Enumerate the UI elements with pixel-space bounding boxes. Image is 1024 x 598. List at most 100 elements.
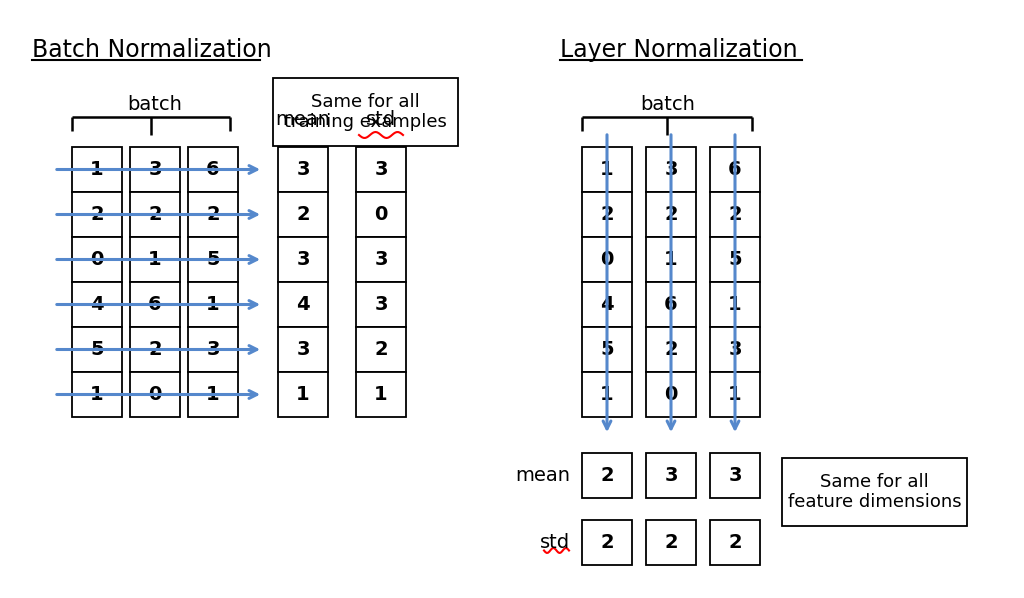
Bar xyxy=(646,327,696,372)
Text: 0: 0 xyxy=(600,250,613,269)
Bar xyxy=(582,453,632,498)
Text: 3: 3 xyxy=(296,250,309,269)
Text: 2: 2 xyxy=(148,340,162,359)
Bar xyxy=(646,282,696,327)
Bar xyxy=(72,372,122,417)
Text: 0: 0 xyxy=(148,385,162,404)
Bar xyxy=(188,192,238,237)
Bar xyxy=(130,372,180,417)
Bar xyxy=(278,237,328,282)
Text: std: std xyxy=(540,533,570,552)
Text: 2: 2 xyxy=(665,205,678,224)
Bar xyxy=(582,192,632,237)
Bar xyxy=(356,327,406,372)
Bar xyxy=(646,520,696,565)
Text: 2: 2 xyxy=(600,466,613,485)
Text: 2: 2 xyxy=(296,205,310,224)
Bar xyxy=(278,372,328,417)
Bar xyxy=(646,372,696,417)
Bar xyxy=(582,327,632,372)
Text: 6: 6 xyxy=(728,160,741,179)
Bar xyxy=(582,237,632,282)
Text: batch: batch xyxy=(128,95,182,114)
Bar xyxy=(130,237,180,282)
Text: 0: 0 xyxy=(375,205,388,224)
Text: 1: 1 xyxy=(600,160,613,179)
Bar xyxy=(188,372,238,417)
Text: 1: 1 xyxy=(148,250,162,269)
Bar xyxy=(72,282,122,327)
Bar xyxy=(710,237,760,282)
Text: 1: 1 xyxy=(600,385,613,404)
Text: 4: 4 xyxy=(90,295,103,314)
Text: std: std xyxy=(366,110,396,129)
Text: 3: 3 xyxy=(206,340,220,359)
Bar xyxy=(646,237,696,282)
Text: 1: 1 xyxy=(728,295,741,314)
Text: 3: 3 xyxy=(296,160,309,179)
Bar xyxy=(130,327,180,372)
Text: 1: 1 xyxy=(90,385,103,404)
Text: 3: 3 xyxy=(374,295,388,314)
Text: 6: 6 xyxy=(206,160,220,179)
Text: Same for all
feature dimensions: Same for all feature dimensions xyxy=(787,472,962,511)
Text: 2: 2 xyxy=(600,533,613,552)
Text: 3: 3 xyxy=(374,250,388,269)
Text: 2: 2 xyxy=(728,205,741,224)
Bar xyxy=(72,327,122,372)
Bar xyxy=(646,453,696,498)
Bar xyxy=(582,282,632,327)
Text: 3: 3 xyxy=(728,340,741,359)
Text: 1: 1 xyxy=(374,385,388,404)
Bar xyxy=(72,237,122,282)
Text: 0: 0 xyxy=(90,250,103,269)
Bar xyxy=(646,147,696,192)
Text: 2: 2 xyxy=(665,340,678,359)
Bar xyxy=(710,192,760,237)
Text: 2: 2 xyxy=(148,205,162,224)
Text: mean: mean xyxy=(515,466,570,485)
Text: 3: 3 xyxy=(148,160,162,179)
Bar xyxy=(710,520,760,565)
Text: batch: batch xyxy=(641,95,695,114)
Bar xyxy=(72,147,122,192)
Text: 2: 2 xyxy=(374,340,388,359)
Bar xyxy=(710,282,760,327)
Text: 6: 6 xyxy=(148,295,162,314)
Text: 3: 3 xyxy=(728,466,741,485)
Text: Layer Normalization: Layer Normalization xyxy=(560,38,798,62)
Text: 2: 2 xyxy=(665,533,678,552)
Text: Same for all
training examples: Same for all training examples xyxy=(284,93,446,132)
Text: Batch Normalization: Batch Normalization xyxy=(32,38,271,62)
Bar xyxy=(188,237,238,282)
Text: 6: 6 xyxy=(665,295,678,314)
Text: 2: 2 xyxy=(206,205,220,224)
Bar xyxy=(710,147,760,192)
Bar xyxy=(582,372,632,417)
Text: 3: 3 xyxy=(374,160,388,179)
Bar xyxy=(356,147,406,192)
Bar xyxy=(278,147,328,192)
Text: 0: 0 xyxy=(665,385,678,404)
Bar xyxy=(710,453,760,498)
Text: 1: 1 xyxy=(206,385,220,404)
Bar xyxy=(278,192,328,237)
Bar xyxy=(356,282,406,327)
Bar xyxy=(356,237,406,282)
Bar xyxy=(130,147,180,192)
Text: 5: 5 xyxy=(600,340,613,359)
Bar xyxy=(278,327,328,372)
Bar xyxy=(710,372,760,417)
Bar xyxy=(188,327,238,372)
Bar xyxy=(582,147,632,192)
Bar xyxy=(130,282,180,327)
Text: 1: 1 xyxy=(296,385,310,404)
Text: 2: 2 xyxy=(728,533,741,552)
Bar xyxy=(72,192,122,237)
Text: 1: 1 xyxy=(206,295,220,314)
Bar xyxy=(710,327,760,372)
Bar xyxy=(356,372,406,417)
Text: 3: 3 xyxy=(296,340,309,359)
Bar xyxy=(273,78,458,146)
Text: 1: 1 xyxy=(90,160,103,179)
